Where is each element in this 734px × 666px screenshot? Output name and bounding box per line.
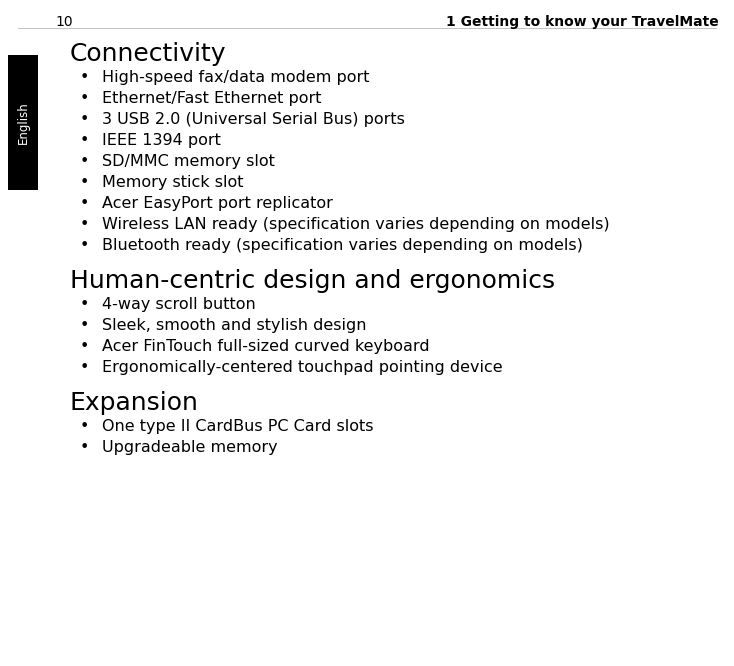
- Text: 10: 10: [55, 15, 73, 29]
- Text: •: •: [80, 297, 90, 312]
- Text: •: •: [80, 196, 90, 211]
- Text: Ergonomically-centered touchpad pointing device: Ergonomically-centered touchpad pointing…: [102, 360, 503, 375]
- Text: Upgradeable memory: Upgradeable memory: [102, 440, 277, 455]
- Text: •: •: [80, 238, 90, 253]
- Text: English: English: [16, 101, 29, 144]
- Text: •: •: [80, 91, 90, 106]
- Text: •: •: [80, 318, 90, 333]
- Text: One type II CardBus PC Card slots: One type II CardBus PC Card slots: [102, 419, 374, 434]
- Text: •: •: [80, 360, 90, 375]
- Text: Bluetooth ready (specification varies depending on models): Bluetooth ready (specification varies de…: [102, 238, 583, 253]
- FancyBboxPatch shape: [8, 55, 38, 190]
- Text: 1 Getting to know your TravelMate: 1 Getting to know your TravelMate: [446, 15, 719, 29]
- Text: Acer FinTouch full-sized curved keyboard: Acer FinTouch full-sized curved keyboard: [102, 339, 429, 354]
- Text: Expansion: Expansion: [70, 391, 199, 415]
- Text: Wireless LAN ready (specification varies depending on models): Wireless LAN ready (specification varies…: [102, 217, 610, 232]
- Text: 3 USB 2.0 (Universal Serial Bus) ports: 3 USB 2.0 (Universal Serial Bus) ports: [102, 112, 405, 127]
- Text: •: •: [80, 339, 90, 354]
- Text: •: •: [80, 217, 90, 232]
- Text: Human-centric design and ergonomics: Human-centric design and ergonomics: [70, 269, 555, 293]
- Text: Ethernet/Fast Ethernet port: Ethernet/Fast Ethernet port: [102, 91, 321, 106]
- Text: •: •: [80, 440, 90, 455]
- Text: Connectivity: Connectivity: [70, 42, 227, 66]
- Text: •: •: [80, 133, 90, 148]
- Text: Memory stick slot: Memory stick slot: [102, 175, 244, 190]
- Text: •: •: [80, 419, 90, 434]
- Text: •: •: [80, 112, 90, 127]
- Text: IEEE 1394 port: IEEE 1394 port: [102, 133, 221, 148]
- Text: •: •: [80, 70, 90, 85]
- Text: High-speed fax/data modem port: High-speed fax/data modem port: [102, 70, 369, 85]
- Text: 4-way scroll button: 4-way scroll button: [102, 297, 255, 312]
- Text: Acer EasyPort port replicator: Acer EasyPort port replicator: [102, 196, 333, 211]
- Text: •: •: [80, 175, 90, 190]
- Text: Sleek, smooth and stylish design: Sleek, smooth and stylish design: [102, 318, 366, 333]
- Text: SD/MMC memory slot: SD/MMC memory slot: [102, 154, 275, 169]
- Text: •: •: [80, 154, 90, 169]
